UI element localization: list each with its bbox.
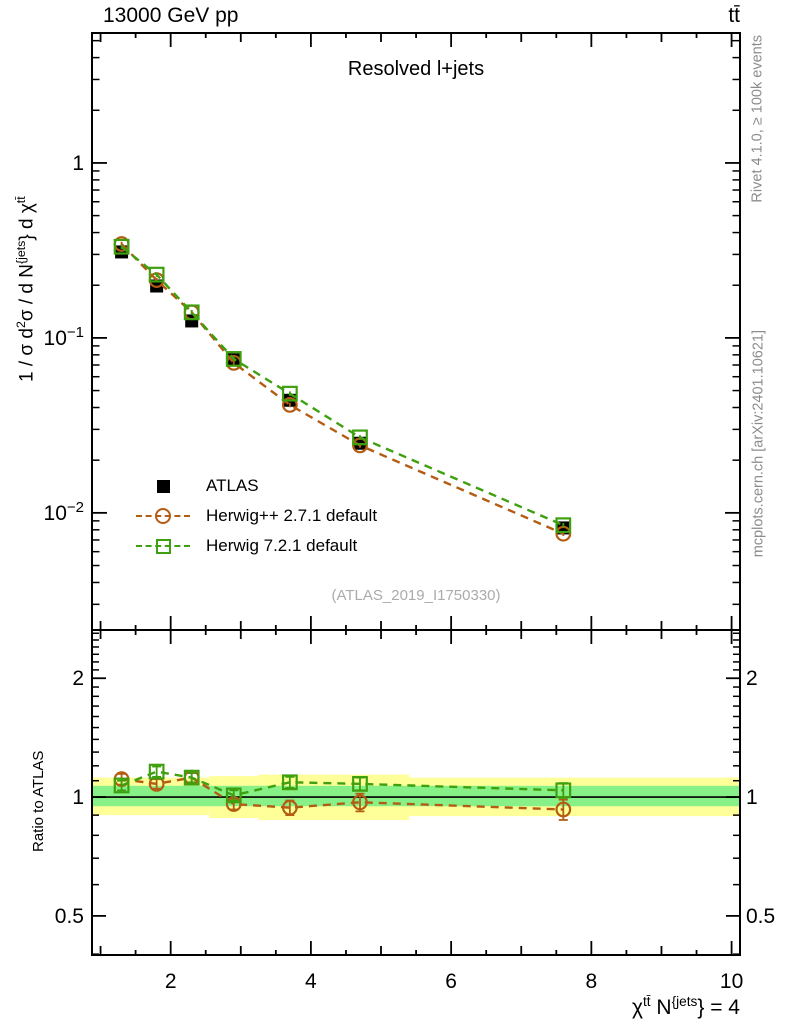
svg-text:4: 4: [305, 970, 317, 993]
svg-text:2: 2: [746, 667, 758, 690]
rivet-credit: Rivet 4.1.0, ≥ 100k events: [750, 35, 766, 203]
y-axis-title-ratio: Ratio to ATLAS: [30, 750, 47, 852]
analysis-watermark: (ATLAS_2019_I1750330): [331, 587, 501, 604]
series-ratio-2: [113, 763, 572, 804]
x-axis-title: χtt̄ N{jets} = 4: [631, 994, 740, 1019]
mcplots-credit: mcplots.cern.ch [arXiv:2401.10621]: [750, 330, 766, 558]
legend-label: Herwig 7.2.1 default: [206, 536, 358, 555]
legend: ATLAS Herwig++ 2.7.1 default Herwig 7.2.…: [136, 471, 377, 561]
svg-text:0.5: 0.5: [746, 905, 775, 928]
legend-item-atlas: ATLAS: [136, 471, 377, 501]
axis-ticks: [92, 33, 740, 955]
legend-item-herwig7: Herwig 7.2.1 default: [136, 531, 377, 561]
beam-energy-label: 13000 GeV pp: [103, 4, 239, 27]
axis-tick-labels: 2 4 6 8 10 1 10−1 10−2 2 2 1 1 0.5 0.5: [44, 152, 776, 993]
svg-text:10−1: 10−1: [44, 324, 84, 350]
herwigpp-marker-icon: [136, 505, 190, 527]
legend-label: Herwig++ 2.7.1 default: [206, 506, 378, 525]
herwig7-marker-icon: [136, 535, 190, 557]
svg-text:2: 2: [72, 667, 84, 690]
ratio-uncertainty-bands: [92, 774, 740, 820]
svg-text:1: 1: [746, 786, 758, 809]
atlas-marker-icon: [136, 475, 190, 497]
svg-text:0.5: 0.5: [55, 905, 84, 928]
plot-title: Resolved l+jets: [347, 58, 485, 80]
svg-text:1: 1: [72, 786, 84, 809]
svg-text:2: 2: [165, 970, 177, 993]
svg-text:1: 1: [72, 152, 84, 175]
svg-text:8: 8: [586, 970, 598, 993]
svg-text:6: 6: [445, 970, 457, 993]
process-label: tt̄: [728, 4, 740, 27]
legend-label: ATLAS: [206, 476, 259, 495]
y-axis-title-main: 1 / σ d2σ / d N{jets} d χtt̄: [14, 196, 38, 382]
svg-text:10−2: 10−2: [44, 499, 84, 525]
legend-item-herwigpp: Herwig++ 2.7.1 default: [136, 501, 377, 531]
svg-text:10: 10: [720, 970, 743, 993]
series-main-2: [113, 238, 572, 534]
